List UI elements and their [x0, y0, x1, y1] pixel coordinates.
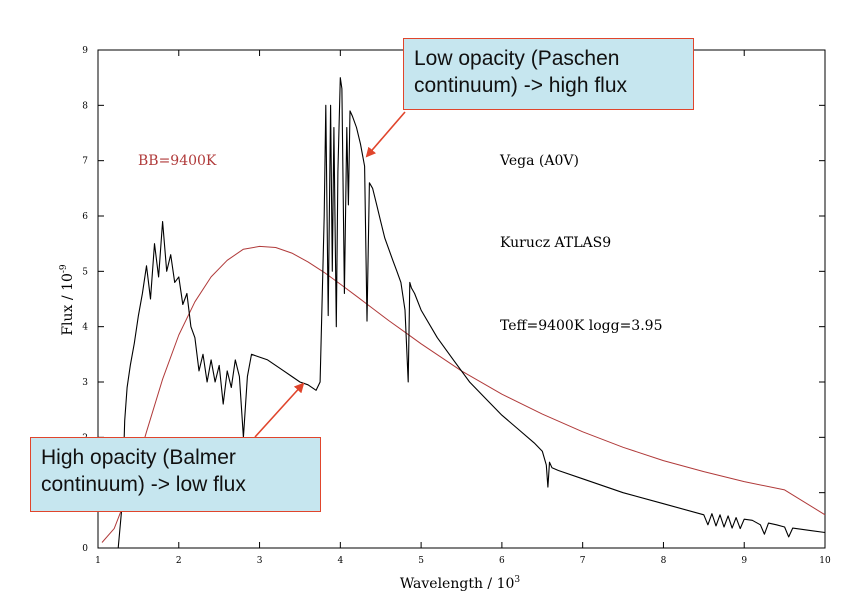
x-tick-label: 10 [819, 556, 831, 566]
params-label: Teff=9400K logg=3.95 [500, 318, 662, 334]
x-tick-label: 2 [176, 556, 182, 566]
x-tick-label: 8 [661, 556, 667, 566]
series-layer [101, 77, 826, 549]
y-tick-label: 3 [82, 378, 88, 388]
balmer-callout-line2: continuum) -> low flux [41, 473, 246, 496]
top-callout-arrow [365, 111, 406, 158]
x-tick-label: 9 [741, 556, 747, 566]
star-label: Vega (A0V) [499, 153, 579, 169]
blackbody-series-line [101, 245, 826, 543]
balmer-callout: High opacity (Balmer continuum) -> low f… [30, 437, 321, 512]
x-tick-label: 6 [499, 556, 505, 566]
x-tick-label: 7 [580, 556, 586, 566]
paschen-callout-line2: continuum) -> high flux [414, 74, 628, 97]
balmer-callout-line1: High opacity (Balmer [41, 446, 236, 469]
bottom-callout-arrow [254, 382, 305, 438]
y-tick-label: 6 [82, 212, 88, 222]
y-tick-label: 4 [82, 323, 88, 333]
x-axis-label: Wavelength / 103 [400, 575, 521, 592]
y-tick-label: 8 [82, 101, 88, 111]
paschen-callout-line1: Low opacity (Paschen [414, 47, 620, 70]
model-label: Kurucz ATLAS9 [500, 235, 611, 251]
y-tick-label: 0 [82, 544, 88, 554]
x-tick-label: 3 [257, 556, 263, 566]
vega-spectrum-series-line [117, 77, 826, 549]
x-tick-label: 5 [418, 556, 424, 566]
x-tick-label: 1 [95, 556, 101, 566]
x-tick-label: 4 [337, 556, 343, 566]
paschen-callout: Low opacity (Paschen continuum) -> high … [403, 38, 694, 110]
bb-label: BB=9400K [138, 153, 217, 169]
y-tick-label: 7 [82, 157, 88, 167]
y-tick-label: 5 [82, 267, 88, 277]
y-axis-label: Flux / 10-9 [59, 264, 76, 336]
y-tick-label: 9 [82, 46, 88, 56]
